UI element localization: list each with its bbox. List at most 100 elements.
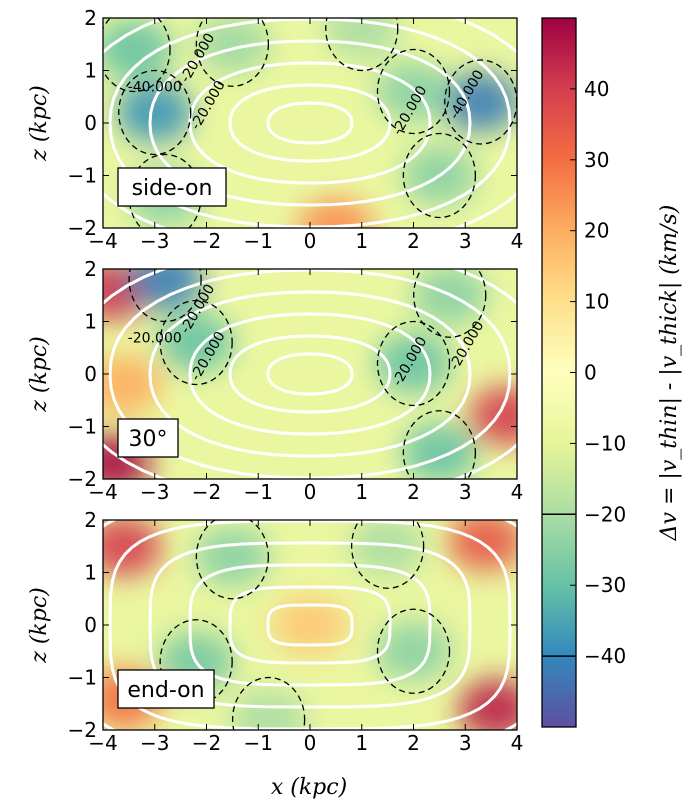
x-axis-label: x (kpc) [271, 775, 347, 800]
velocity-contour [376, 48, 451, 135]
x-tick-label: 0 [304, 480, 317, 504]
velocity-contour [195, 18, 270, 87]
heatmap-blob [103, 520, 162, 577]
x-tick-label: −1 [244, 731, 273, 755]
heatmap-blob [103, 354, 162, 415]
heatmap-field: -20.000-40.000 -20.000 -20.000 -40.000 [103, 18, 517, 228]
colorbar-tick-label: −30 [584, 573, 626, 597]
panel-tag: side-on [117, 167, 227, 207]
colorbar-tick-label: 0 [584, 361, 597, 385]
x-tick-label: 3 [459, 731, 472, 755]
density-contour [228, 585, 392, 665]
y-tick-label: −1 [68, 164, 97, 188]
colorbar-tick-label: 40 [584, 77, 609, 101]
y-tick-label: −1 [68, 415, 97, 439]
density-contour [228, 334, 392, 414]
y-tick-label: 2 [84, 6, 97, 30]
panels: -20.000-40.000 -20.000 -20.000 -40.000−4 −3−… [27, 6, 524, 755]
heatmap-blob [447, 520, 517, 571]
x-tick-label: 4 [511, 480, 524, 504]
density-contour [266, 352, 354, 396]
y-tick-label: −2 [68, 216, 97, 240]
velocity-contour [159, 299, 233, 386]
density-contour [228, 83, 392, 163]
heatmap-blob [158, 312, 235, 373]
x-tick-label: −2 [192, 731, 221, 755]
y-tick-label: 0 [84, 613, 97, 637]
colorbar-label: Δv = |v_thin| - |v_thick| (km/s) [657, 205, 682, 542]
velocity-contour [231, 676, 306, 730]
y-tick-label: −2 [68, 467, 97, 491]
x-tick-label: −4 [88, 480, 117, 504]
x-tick-label: 2 [407, 480, 420, 504]
density-contour [148, 541, 472, 709]
y-tick-label: 2 [84, 257, 97, 281]
y-tick-label: 2 [84, 508, 97, 532]
y-tick-label: 1 [84, 59, 97, 83]
velocity-contour [376, 608, 451, 694]
heatmap-blob [272, 595, 348, 655]
colorbar-tick-label: 10 [584, 290, 609, 314]
x-axis-title: x (kpc) [271, 775, 347, 800]
x-tick-label: 1 [355, 229, 368, 253]
heatmap-field: -20.000-20.000 -20.000 -20.000 -20.000 [103, 269, 517, 479]
velocity-contour [402, 410, 477, 479]
x-tick-label: −4 [88, 731, 117, 755]
colorbar-tick-label: 20 [584, 219, 609, 243]
x-tick-label: 3 [459, 480, 472, 504]
velocity-contour [350, 520, 425, 589]
x-tick-label: −2 [192, 229, 221, 253]
heatmap-blob [127, 269, 204, 310]
density-contour [148, 39, 472, 207]
y-axis-title: z (kpc) [27, 85, 52, 162]
density-contour [148, 290, 472, 458]
x-tick-label: −1 [244, 480, 273, 504]
y-axis-title: z (kpc) [27, 336, 52, 413]
heatmap-field [103, 520, 517, 730]
x-tick-label: −3 [140, 229, 169, 253]
x-tick-label: −3 [140, 731, 169, 755]
panel-tag-label: side-on [132, 176, 213, 201]
heatmap-blob [375, 621, 452, 682]
density-contour [188, 563, 432, 687]
x-tick-label: 0 [304, 229, 317, 253]
y-tick-label: −2 [68, 718, 97, 742]
velocity-contour [195, 520, 270, 600]
x-tick-label: 4 [511, 731, 524, 755]
density-contour [266, 603, 354, 647]
colorbar-tick-label: −20 [584, 502, 626, 526]
panel-tag: end-on [117, 669, 215, 709]
x-tick-label: −1 [244, 229, 273, 253]
heatmap-blob [349, 520, 426, 577]
x-tick-label: −3 [140, 480, 169, 504]
heatmap-blob [194, 18, 271, 75]
colorbar-tick-label: 30 [584, 148, 609, 172]
colorbar: 40 30 20 10 0 −10 −20 −30 −40 Δv = |v_thin| - |v_… [541, 17, 682, 728]
density-contour [266, 101, 354, 145]
panel-3: −4 −3 −2 −1 0 1 2 3 4 2 1 0 −1 −2 z (kpc) end-on [27, 508, 524, 755]
x-tick-label: 1 [355, 480, 368, 504]
density-contour [108, 18, 512, 228]
y-tick-label: 0 [84, 111, 97, 135]
x-tick-label: 4 [511, 229, 524, 253]
heatmap-blob [103, 19, 173, 80]
x-tick-label: 3 [459, 229, 472, 253]
velocity-contour [325, 18, 399, 72]
heatmap-blob [194, 526, 271, 587]
x-tick-label: 2 [407, 731, 420, 755]
contour-label: -20.000 [128, 331, 182, 347]
x-tick-label: −2 [192, 480, 221, 504]
velocity-contour [413, 269, 487, 338]
heatmap-blob [442, 72, 517, 132]
y-tick-label: −1 [68, 666, 97, 690]
y-axis-title: z (kpc) [27, 587, 52, 664]
colorbar-tick-label: −10 [584, 431, 626, 455]
x-tick-label: 2 [407, 229, 420, 253]
colorbar-tick-label: −40 [584, 644, 626, 668]
velocity-contour [402, 132, 477, 219]
y-tick-label: 1 [84, 310, 97, 334]
heatmap-blob [411, 269, 488, 326]
x-tick-label: 0 [304, 731, 317, 755]
velocity-contour [103, 18, 171, 93]
